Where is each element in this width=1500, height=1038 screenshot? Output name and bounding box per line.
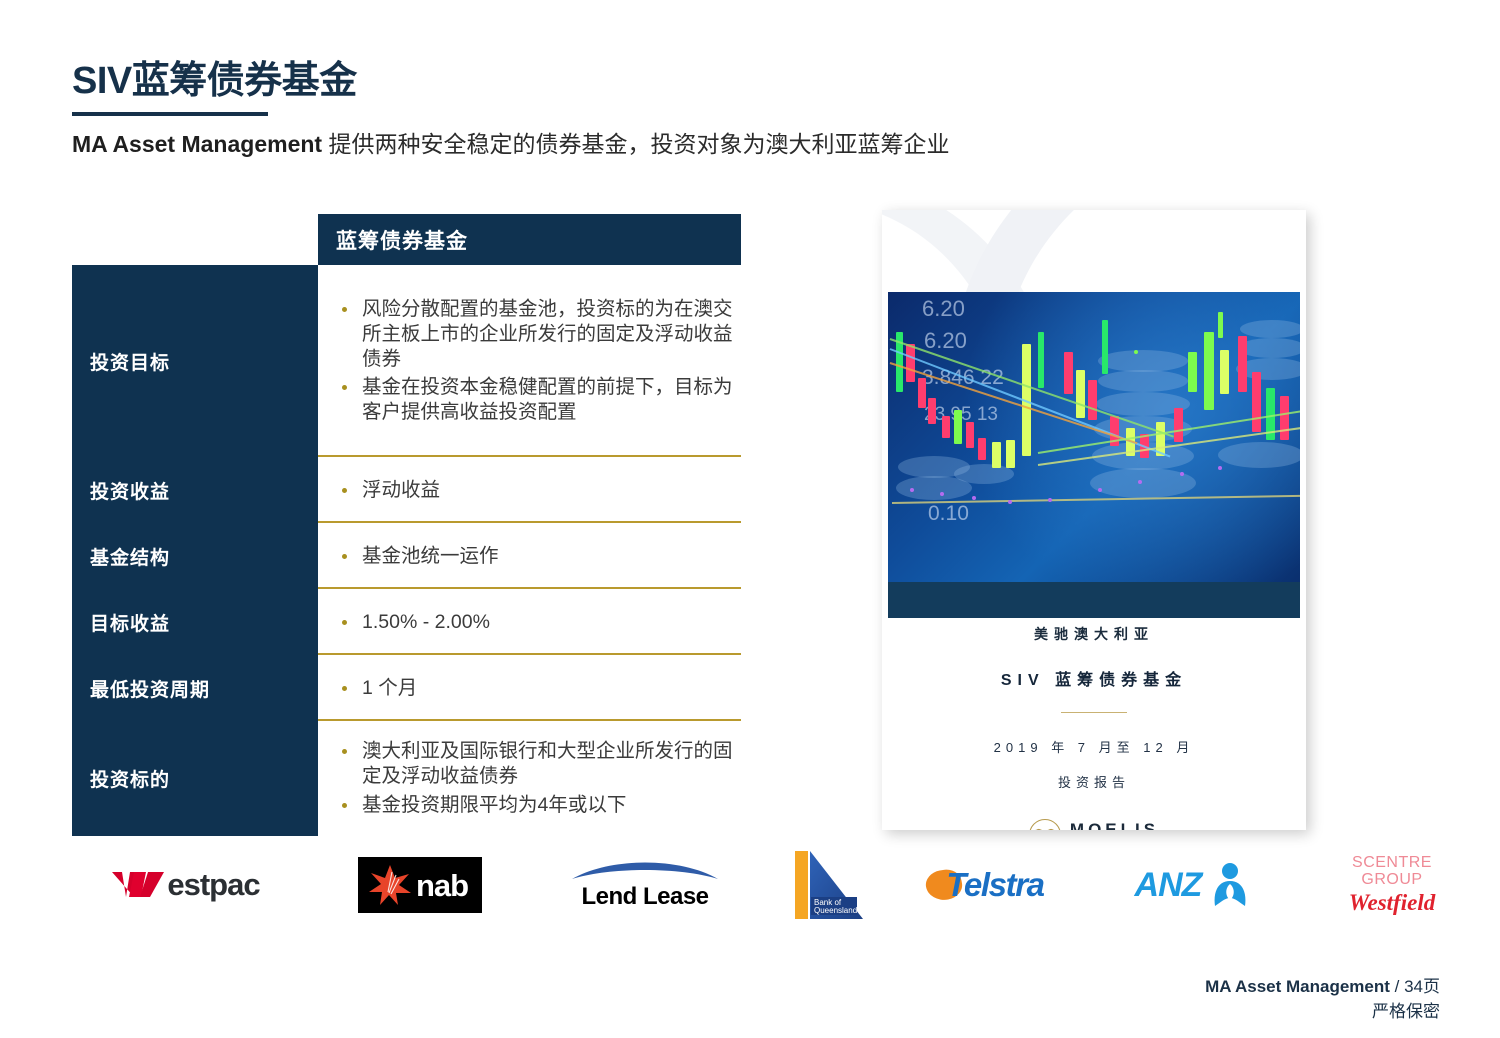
table-column-header: 蓝筹债券基金 bbox=[318, 214, 741, 265]
cover-text-block: 美驰澳大利亚 SIV 蓝筹债券基金 2019 年 7 月至 12 月 投资报告 … bbox=[882, 624, 1306, 830]
row-value: 澳大利亚及国际银行和大型企业所发行的固定及浮动收益债券 基金投资期限平均为4年或… bbox=[318, 721, 741, 836]
footer-page: / 34页 bbox=[1389, 977, 1440, 996]
partner-logo-strip: estpac nab Lend Lease bbox=[60, 846, 1440, 924]
cover-photo-band bbox=[888, 582, 1300, 618]
footer-confidential: 严格保密 bbox=[1372, 1001, 1440, 1021]
row-label: 投资标的 bbox=[72, 721, 318, 836]
list-item: 浮动收益 bbox=[332, 478, 735, 503]
list-item: 澳大利亚及国际银行和大型企业所发行的固定及浮动收益债券 bbox=[332, 739, 735, 789]
westpac-logo: estpac bbox=[110, 867, 261, 903]
bullet-list: 澳大利亚及国际银行和大型企业所发行的固定及浮动收益债券 基金投资期限平均为4年或… bbox=[332, 739, 735, 818]
scentre-logo: SCENTRE GROUP Westfield bbox=[1348, 854, 1436, 916]
logo-lend-lease: Lend Lease bbox=[530, 846, 760, 924]
list-item: 基金投资期限平均为4年或以下 bbox=[332, 793, 735, 818]
bullet-list: 浮动收益 bbox=[332, 478, 735, 503]
moelis-logo: ֍֍ MOELIS AUSTRALIA bbox=[882, 819, 1306, 830]
row-label: 投资收益 bbox=[72, 457, 318, 523]
bullet-list: 风险分散配置的基金池，投资标的为在澳交所主板上市的企业所发行的固定及浮动收益债券… bbox=[332, 297, 735, 426]
scentre-line2: GROUP bbox=[1361, 870, 1423, 888]
table-row: 投资目标 风险分散配置的基金池，投资标的为在澳交所主板上市的企业所发行的固定及浮… bbox=[72, 265, 741, 457]
page-subtitle: MA Asset Management 提供两种安全稳定的债券基金，投资对象为澳… bbox=[72, 128, 949, 160]
bullet-list: 1 个月 bbox=[332, 676, 735, 701]
row-value: 基金池统一运作 bbox=[318, 523, 741, 589]
cover-line-doctype: 投资报告 bbox=[1057, 775, 1130, 790]
logo-telstra: Telstra bbox=[875, 846, 1095, 924]
row-divider bbox=[318, 653, 741, 656]
list-item: 风险分散配置的基金池，投资标的为在澳交所主板上市的企业所发行的固定及浮动收益债券 bbox=[332, 297, 735, 372]
row-value: 风险分散配置的基金池，投资标的为在澳交所主板上市的企业所发行的固定及浮动收益债券… bbox=[318, 265, 741, 457]
nab-star-icon bbox=[368, 865, 411, 905]
telstra-logo: Telstra bbox=[924, 866, 1045, 904]
list-item: 基金在投资本金稳健配置的前提下，目标为客户提供高收益投资配置 bbox=[332, 375, 735, 425]
row-label: 目标收益 bbox=[72, 589, 318, 655]
cover-line-company: 美驰澳大利亚 bbox=[1034, 626, 1154, 642]
logo-nab: nab bbox=[320, 846, 520, 924]
lendlease-arc-icon bbox=[572, 862, 718, 879]
lendlease-logo: Lend Lease bbox=[570, 859, 720, 911]
westpac-w-icon bbox=[112, 872, 165, 897]
page-title: SIV蓝筹债券基金 bbox=[72, 60, 357, 102]
cover-card: 6.20 6.20 3.846 22 23.95 13 0.10 bbox=[882, 210, 1306, 830]
report-cover: 6.20 6.20 3.846 22 23.95 13 0.10 bbox=[882, 210, 1310, 834]
logo-westpac: estpac bbox=[60, 846, 310, 924]
table-row: 投资标的 澳大利亚及国际银行和大型企业所发行的固定及浮动收益债券 基金投资期限平… bbox=[72, 721, 741, 836]
title-underline bbox=[72, 112, 268, 116]
westfield-wordmark: Westfield bbox=[1348, 890, 1436, 916]
table-body: 投资目标 风险分散配置的基金池，投资标的为在澳交所主板上市的企业所发行的固定及浮… bbox=[72, 265, 741, 836]
footer-brand: MA Asset Management bbox=[1205, 977, 1390, 996]
row-label: 投资目标 bbox=[72, 265, 318, 457]
row-label: 基金结构 bbox=[72, 523, 318, 589]
footer: MA Asset Management / 34页 严格保密 bbox=[1205, 975, 1440, 1024]
table-row: 最低投资周期 1 个月 bbox=[72, 655, 741, 721]
row-label: 最低投资周期 bbox=[72, 655, 318, 721]
cover-photo: 6.20 6.20 3.846 22 23.95 13 0.10 bbox=[888, 292, 1300, 582]
svg-text:Bank of: Bank of bbox=[814, 898, 842, 907]
bullet-list: 基金池统一运作 bbox=[332, 544, 735, 569]
page-subtitle-brand: MA Asset Management bbox=[72, 131, 323, 157]
nab-logo: nab bbox=[357, 857, 483, 913]
row-value: 1 个月 bbox=[318, 655, 741, 721]
fund-comparison-table: 蓝筹债券基金 投资目标 风险分散配置的基金池，投资标的为在澳交所主板上市的企业所… bbox=[72, 214, 741, 836]
moelis-monogram-icon: ֍֍ bbox=[1028, 819, 1061, 830]
bullet-list: 1.50% - 2.00% bbox=[332, 610, 735, 635]
list-item: 1 个月 bbox=[332, 676, 735, 701]
page-subtitle-rest: 提供两种安全稳定的债券基金，投资对象为澳大利亚蓝筹企业 bbox=[322, 131, 950, 157]
table-row: 基金结构 基金池统一运作 bbox=[72, 523, 741, 589]
row-value: 1.50% - 2.00% bbox=[318, 589, 741, 655]
logo-anz: ANZ bbox=[1080, 846, 1310, 924]
row-divider bbox=[318, 587, 741, 590]
list-item: 基金池统一运作 bbox=[332, 544, 735, 569]
row-divider bbox=[318, 719, 741, 722]
lendlease-wordmark: Lend Lease bbox=[581, 883, 709, 910]
footer-brand-line: MA Asset Management / 34页 bbox=[1205, 975, 1440, 1000]
cover-line-period: 2019 年 7 月至 12 月 bbox=[993, 740, 1195, 755]
anz-figure-icon bbox=[1215, 863, 1246, 906]
row-value: 浮动收益 bbox=[318, 457, 741, 523]
boq-logo: Bank of Queensland bbox=[795, 851, 863, 919]
westpac-wordmark: estpac bbox=[167, 867, 260, 902]
table-row: 目标收益 1.50% - 2.00% bbox=[72, 589, 741, 655]
table-row: 投资收益 浮动收益 bbox=[72, 457, 741, 523]
anz-wordmark: ANZ bbox=[1134, 865, 1203, 904]
nab-wordmark: nab bbox=[415, 867, 469, 903]
svg-text:Queensland: Queensland bbox=[814, 906, 857, 915]
cover-line-fund: SIV 蓝筹债券基金 bbox=[1000, 672, 1188, 689]
telstra-wordmark: Telstra bbox=[946, 866, 1045, 903]
row-divider bbox=[318, 455, 741, 458]
row-divider bbox=[318, 521, 741, 524]
logo-bank-of-queensland: Bank of Queensland bbox=[740, 846, 920, 924]
list-item: 1.50% - 2.00% bbox=[332, 610, 735, 635]
moelis-logo-name: MOELIS bbox=[1069, 819, 1160, 831]
anz-logo: ANZ bbox=[1135, 862, 1256, 908]
cover-divider bbox=[1061, 712, 1127, 713]
scentre-line1: SCENTRE bbox=[1352, 854, 1432, 872]
logo-scentre-group: SCENTRE GROUP Westfield bbox=[1292, 846, 1492, 924]
